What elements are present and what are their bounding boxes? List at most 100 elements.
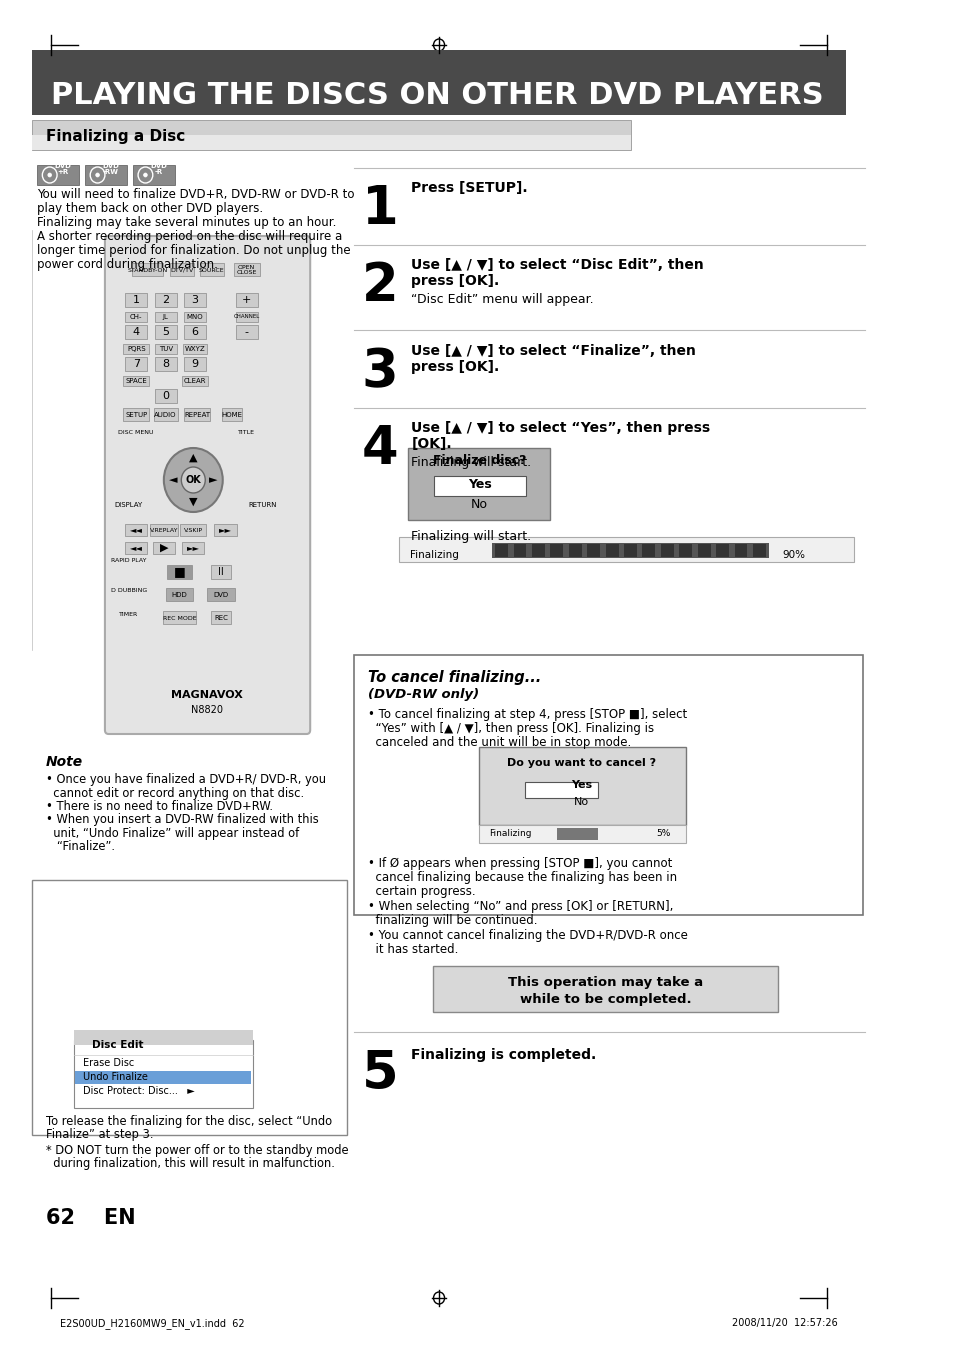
Text: SETUP: SETUP: [125, 412, 147, 417]
Bar: [235, 312, 257, 322]
Bar: [154, 357, 176, 372]
Bar: [235, 326, 257, 339]
Bar: [153, 408, 177, 422]
Bar: [132, 263, 163, 276]
Bar: [214, 524, 236, 536]
Bar: [532, 544, 544, 557]
Bar: [207, 588, 234, 601]
Bar: [716, 544, 728, 557]
Text: 4: 4: [361, 423, 398, 476]
Bar: [199, 263, 223, 276]
Text: • When selecting “No” and press [OK] or [RETURN],: • When selecting “No” and press [OK] or …: [368, 900, 673, 913]
Text: Finalize” at step 3.: Finalize” at step 3.: [46, 1128, 153, 1142]
Text: • There is no need to finalize DVD+RW.: • There is no need to finalize DVD+RW.: [46, 800, 273, 813]
Text: • Once you have finalized a DVD+R/ DVD-R, you: • Once you have finalized a DVD+R/ DVD-R…: [46, 773, 326, 786]
Text: cannot edit or record anything on that disc.: cannot edit or record anything on that d…: [46, 786, 304, 800]
Text: TUV: TUV: [158, 346, 172, 353]
Text: ◄◄: ◄◄: [130, 526, 143, 535]
Text: CLEAR: CLEAR: [184, 378, 206, 384]
Bar: [167, 565, 193, 580]
Text: ►►: ►►: [187, 543, 199, 553]
Text: ▶: ▶: [159, 543, 168, 553]
Bar: [73, 1029, 253, 1046]
Text: STANDBY-ON: STANDBY-ON: [127, 267, 167, 273]
Text: canceled and the unit will be in stop mode.: canceled and the unit will be in stop mo…: [368, 736, 631, 748]
Text: • If Ø appears when pressing [STOP ■], you cannot: • If Ø appears when pressing [STOP ■], y…: [368, 857, 672, 870]
Text: • To cancel finalizing at step 4, press [STOP ■], select: • To cancel finalizing at step 4, press …: [368, 708, 687, 721]
Bar: [433, 476, 525, 496]
Circle shape: [181, 467, 205, 493]
Text: ►: ►: [209, 476, 217, 485]
Text: DVD
-RW: DVD -RW: [102, 162, 119, 176]
Text: 7: 7: [132, 359, 140, 369]
Bar: [568, 544, 581, 557]
Text: V.REPLAY: V.REPLAY: [150, 527, 178, 532]
FancyBboxPatch shape: [105, 236, 310, 734]
Text: CH-: CH-: [130, 313, 142, 320]
Bar: [170, 263, 194, 276]
Text: MAGNAVOX: MAGNAVOX: [171, 690, 243, 700]
Text: 9: 9: [192, 359, 198, 369]
Text: RAPID PLAY: RAPID PLAY: [111, 558, 147, 562]
Text: 6: 6: [192, 327, 198, 336]
Bar: [32, 880, 347, 1135]
Text: +: +: [242, 295, 251, 305]
Text: OPEN
CLOSE: OPEN CLOSE: [236, 265, 256, 276]
Text: Finalizing may take several minutes up to an hour.: Finalizing may take several minutes up t…: [37, 216, 335, 230]
Text: Finalizing a Disc: Finalizing a Disc: [46, 130, 185, 145]
Text: You will need to finalize DVD+R, DVD-RW or DVD-R to: You will need to finalize DVD+R, DVD-RW …: [37, 188, 354, 201]
Text: DVD
+R: DVD +R: [54, 162, 71, 176]
Text: D DUBBING: D DUBBING: [111, 588, 147, 593]
Text: ■: ■: [173, 566, 185, 578]
Bar: [125, 312, 147, 322]
Bar: [154, 345, 176, 354]
Text: HDD: HDD: [172, 592, 187, 598]
Text: finalizing will be continued.: finalizing will be continued.: [368, 915, 537, 927]
Bar: [183, 345, 207, 354]
Bar: [641, 544, 655, 557]
Bar: [37, 165, 79, 185]
Text: MNO: MNO: [187, 313, 203, 320]
Text: REC MODE: REC MODE: [163, 616, 196, 620]
Bar: [605, 544, 618, 557]
Bar: [587, 544, 599, 557]
Text: it has started.: it has started.: [368, 943, 458, 957]
Bar: [166, 588, 193, 601]
Text: 0: 0: [162, 390, 169, 401]
Text: TITLE: TITLE: [238, 430, 254, 435]
Text: 1: 1: [361, 182, 398, 235]
Text: SOURCE: SOURCE: [198, 267, 224, 273]
Text: No: No: [471, 499, 488, 511]
Text: 90%: 90%: [781, 550, 804, 561]
Text: 2: 2: [162, 295, 169, 305]
Text: 1: 1: [132, 295, 139, 305]
Text: N8820: N8820: [191, 705, 223, 715]
Text: Yes: Yes: [571, 780, 592, 790]
Text: Use [▲ / ▼] to select “Yes”, then press
[OK].: Use [▲ / ▼] to select “Yes”, then press …: [411, 422, 710, 451]
Circle shape: [164, 449, 222, 512]
Text: 5: 5: [162, 327, 169, 336]
Bar: [478, 825, 685, 843]
Text: WXYZ: WXYZ: [185, 346, 205, 353]
Bar: [184, 293, 206, 307]
Bar: [154, 293, 176, 307]
Bar: [182, 376, 208, 386]
Text: A shorter recording period on the disc will require a: A shorter recording period on the disc w…: [37, 230, 342, 243]
Text: 3: 3: [192, 295, 198, 305]
Text: REC: REC: [213, 615, 228, 621]
Text: JL: JL: [163, 313, 169, 320]
Bar: [125, 542, 147, 554]
Text: E2S00UD_H2160MW9_EN_v1.indd  62: E2S00UD_H2160MW9_EN_v1.indd 62: [60, 1319, 244, 1329]
Text: DISC MENU: DISC MENU: [118, 430, 153, 435]
Text: Finalizing is completed.: Finalizing is completed.: [411, 1048, 596, 1062]
Bar: [125, 524, 147, 536]
Circle shape: [48, 173, 51, 177]
Text: PQRS: PQRS: [127, 346, 146, 353]
Text: ▼: ▼: [189, 497, 197, 507]
Text: To release the finalizing for the disc, select “Undo: To release the finalizing for the disc, …: [46, 1115, 332, 1128]
Bar: [235, 293, 257, 307]
Text: longer time period for finalization. Do not unplug the: longer time period for finalization. Do …: [37, 245, 350, 257]
Text: ►►: ►►: [219, 526, 232, 535]
Bar: [32, 50, 845, 115]
Text: • When you insert a DVD-RW finalized with this: • When you insert a DVD-RW finalized wit…: [46, 813, 318, 827]
